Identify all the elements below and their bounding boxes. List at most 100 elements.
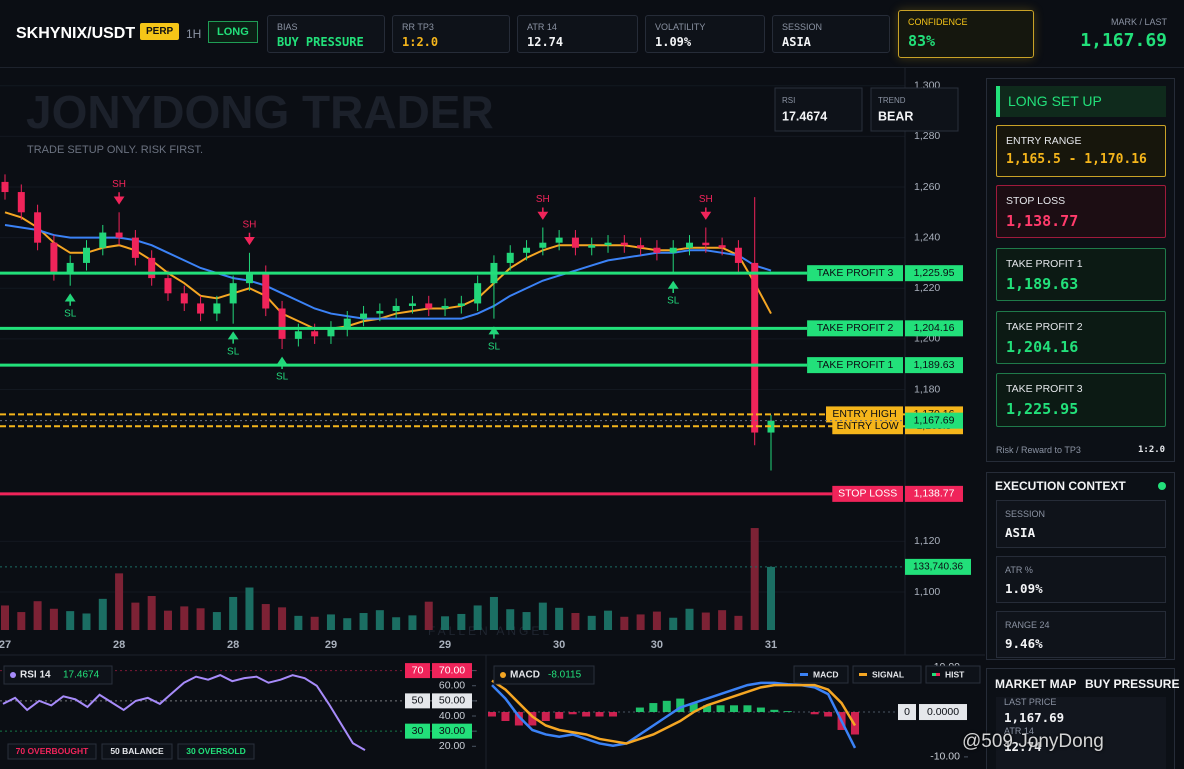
macd-hist	[756, 707, 765, 713]
marker-label: SL	[64, 308, 77, 319]
volume-bar	[82, 613, 91, 630]
level-name: TAKE PROFIT 1	[817, 359, 894, 371]
volume-bar	[636, 614, 645, 630]
level-value-box	[905, 265, 963, 282]
panel-title: LONG SET UP	[996, 86, 1166, 117]
volume-bar	[131, 602, 140, 630]
card-label: TAKE PROFIT 3	[1006, 383, 1083, 395]
chart: JONYDONG TRADER TRADE SETUP ONLY. RISK FI…	[0, 68, 985, 769]
candle-body	[669, 247, 677, 253]
card-label: TAKE PROFIT 2	[1006, 321, 1083, 333]
rsi-value: 17.4674	[63, 670, 100, 681]
info-box	[870, 87, 959, 132]
setup-card: TAKE PROFIT 2 1,204.16	[996, 311, 1166, 364]
candle-body	[539, 242, 547, 248]
candle-body	[718, 245, 726, 248]
card-label: RANGE 24	[1005, 620, 1050, 630]
volume-bar	[473, 605, 482, 630]
x-tick-label: 27	[0, 639, 11, 651]
timeframe: 1H	[186, 27, 202, 41]
confidence-value: 83%	[908, 32, 936, 50]
macd-header-box	[493, 665, 595, 685]
level-value: 1,138.77	[914, 488, 955, 500]
macd-hist	[730, 705, 738, 713]
volume-bar	[278, 607, 287, 630]
rsi-title: RSI 14	[20, 670, 51, 681]
marker-label: SH	[112, 179, 126, 190]
confidence: CONFIDENCE 83%	[898, 10, 1034, 58]
candle-body	[229, 283, 237, 304]
rsi-badge	[405, 723, 430, 739]
rsi-badge-label: 30	[412, 725, 424, 737]
volume-bar	[734, 615, 743, 630]
candle-body	[131, 237, 139, 258]
candle-body	[17, 192, 25, 213]
candle-body	[425, 303, 433, 309]
volume-bar	[1, 605, 9, 630]
volume-label: 133,740.36	[913, 562, 963, 573]
legend-box	[177, 743, 255, 760]
candle-body	[180, 293, 188, 304]
candle-body	[294, 331, 302, 339]
volume-bar	[571, 613, 580, 630]
rsi-header-box	[3, 665, 113, 685]
stat-value: 1:2.0	[402, 35, 439, 49]
macd-hist	[810, 712, 819, 715]
volume-bar	[17, 612, 26, 630]
candle-body	[278, 308, 286, 339]
candle-body	[474, 283, 482, 304]
macd-hist	[703, 705, 712, 713]
info-label: RSI	[782, 96, 795, 105]
macd-title: MACD	[510, 670, 540, 681]
level-name-box	[807, 357, 903, 374]
y-tick-label: 1,260	[914, 181, 940, 193]
legend-box	[793, 665, 849, 684]
candle-body	[653, 247, 661, 253]
y-tick-label: 1,220	[914, 282, 940, 294]
candle-body	[66, 262, 74, 274]
panel-title: EXECUTION CONTEXT	[995, 479, 1126, 493]
context-card: RANGE 24 9.46%	[996, 611, 1166, 658]
stat-label: VOLATILITY	[655, 22, 706, 32]
volume-bar	[98, 598, 107, 630]
legend-box	[852, 665, 922, 684]
y-tick-label: 20.00	[439, 740, 465, 752]
subtitle: TRADE SETUP ONLY. RISK FIRST.	[27, 144, 203, 156]
candle-body	[1, 181, 9, 193]
card-value: 1,204.16	[1006, 338, 1079, 356]
card-label: ENTRY RANGE	[1006, 135, 1082, 147]
level-name: TAKE PROFIT 2	[817, 322, 894, 334]
legend-label: 70 OVERBOUGHT	[16, 746, 90, 756]
symbol: SKHYNIX/USDT	[16, 25, 136, 42]
y-tick-label: 70.00	[439, 664, 465, 676]
stat-label: SESSION	[782, 22, 823, 32]
row-label: ATR 14	[1004, 726, 1034, 736]
legend-label: 30 OVERSOLD	[186, 746, 246, 756]
row-value: 1,167.69	[1004, 710, 1065, 725]
volume-bar	[669, 617, 678, 630]
badge: PERP	[140, 23, 180, 40]
stat: RR TP3 1:2.0	[392, 15, 510, 53]
volume-bar	[718, 610, 727, 630]
volume-bar	[767, 566, 775, 630]
setup-card: STOP LOSS 1,138.77	[996, 185, 1166, 238]
candle-body	[523, 247, 531, 253]
stat: VOLATILITY 1.09%	[645, 15, 765, 53]
candle-body	[343, 318, 351, 329]
card-label: ATR %	[1005, 565, 1033, 575]
y-tick-label: 50.00	[439, 695, 465, 707]
stat: BIAS BUY PRESSURE	[267, 15, 385, 53]
x-tick-label: 28	[227, 639, 239, 651]
macd-hist	[824, 712, 833, 717]
zero-box	[919, 704, 967, 721]
volume-bar	[375, 610, 384, 630]
map-row: LAST PRICE 1,167.69	[996, 697, 1166, 727]
volume-bar	[115, 573, 124, 630]
candle-body	[702, 242, 710, 246]
level-value-box	[905, 320, 963, 337]
marker-arrow	[64, 293, 76, 306]
rsi-tick-box	[432, 663, 472, 679]
y-tick-label: 30.00	[439, 725, 465, 737]
marker-arrow	[667, 280, 679, 294]
